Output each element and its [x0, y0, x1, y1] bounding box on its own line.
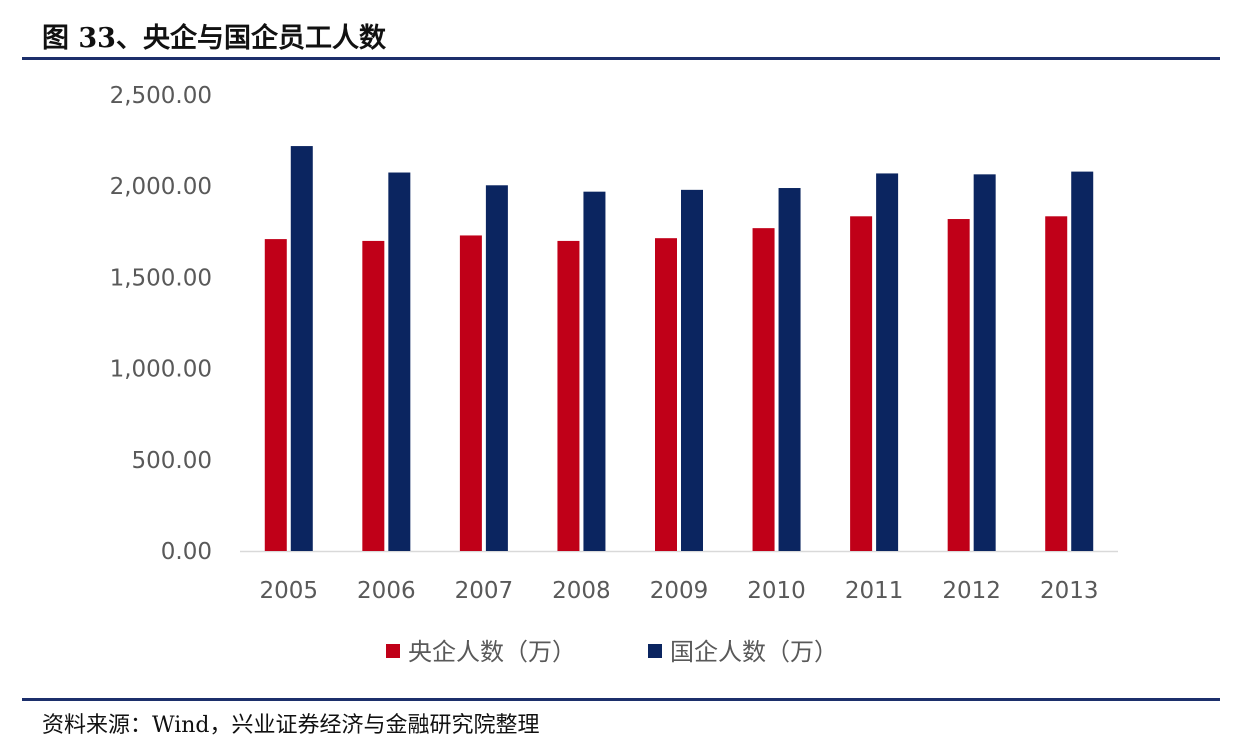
y-tick-label: 1,500.00	[110, 265, 212, 291]
bar-central-soe-2011	[850, 216, 873, 551]
x-tick-label: 2013	[1040, 578, 1099, 604]
source-note: 资料来源：Wind，兴业证券经济与金融研究院整理	[42, 713, 540, 738]
x-tick-label: 2007	[455, 578, 514, 604]
x-tick-label: 2012	[942, 578, 1001, 604]
legend-swatch	[648, 644, 662, 658]
x-tick-label: 2005	[260, 578, 319, 604]
bar-soe-2013	[1071, 171, 1094, 551]
bar-soe-2012	[973, 174, 996, 551]
legend-label: 国企人数（万）	[670, 638, 838, 666]
legend-label: 央企人数（万）	[408, 638, 576, 666]
bar-central-soe-2010	[752, 228, 775, 552]
bar-central-soe-2007	[459, 235, 482, 551]
bar-central-soe-2009	[655, 238, 677, 551]
bar-central-soe-2012	[947, 219, 970, 552]
bar-soe-2009	[681, 189, 703, 551]
bar-soe-2011	[876, 173, 899, 551]
x-tick-label: 2011	[845, 578, 904, 604]
bar-central-soe-2013	[1045, 216, 1068, 551]
bar-soe-2010	[778, 188, 801, 552]
y-tick-label: 1,000.00	[110, 357, 212, 383]
x-tick-label: 2010	[747, 578, 806, 604]
bar-central-soe-2008	[557, 240, 580, 552]
y-tick-label: 0.00	[161, 539, 212, 565]
x-tick-label: 2006	[357, 578, 416, 604]
bottom-divider	[22, 698, 1220, 701]
bar-soe-2006	[388, 172, 411, 551]
bar-soe-2007	[485, 185, 508, 551]
top-divider	[22, 57, 1220, 60]
figure-title: 图 33、央企与国企员工人数	[42, 23, 386, 54]
bar-central-soe-2005	[264, 239, 287, 551]
y-tick-label: 2,000.00	[110, 174, 212, 200]
bar-soe-2005	[290, 146, 313, 551]
y-tick-label: 500.00	[132, 448, 212, 474]
bar-soe-2008	[583, 191, 606, 551]
y-tick-label: 2,500.00	[110, 83, 212, 109]
x-tick-label: 2009	[650, 578, 709, 604]
bar-central-soe-2006	[362, 240, 385, 552]
legend-swatch	[386, 644, 400, 658]
x-tick-label: 2008	[552, 578, 611, 604]
